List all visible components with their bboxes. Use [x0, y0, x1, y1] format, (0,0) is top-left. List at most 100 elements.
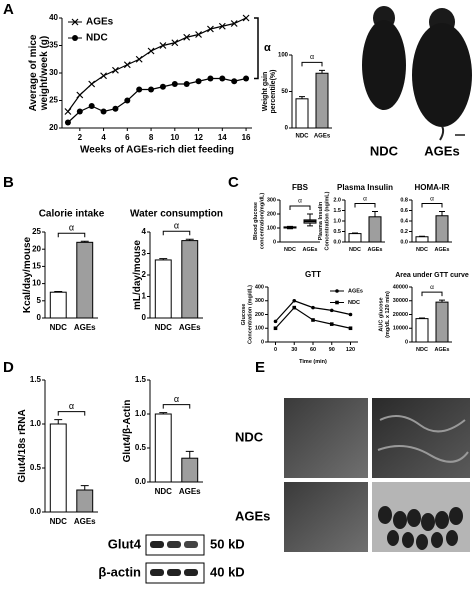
marker: [124, 97, 131, 104]
marker: [159, 83, 166, 90]
y-tick-label: 10000: [393, 326, 408, 332]
marker: [329, 322, 334, 326]
blot-size: 40 kD: [210, 564, 245, 579]
significance-bracket: [421, 291, 443, 297]
series-line: [67, 17, 247, 112]
micrograph-label: AGEs: [235, 508, 270, 523]
marker: [112, 66, 119, 74]
error-bar: [185, 238, 194, 241]
significance-bracket: [162, 230, 191, 236]
y-axis-label: percentile(%): [270, 70, 277, 114]
marker: [219, 75, 226, 82]
marker: [231, 78, 238, 85]
error-bar: [159, 258, 168, 260]
significance-label: α: [69, 401, 74, 411]
marker: [64, 108, 72, 115]
error-bar: [80, 240, 89, 243]
y-axis-label: Concentration (ng/mL): [325, 191, 331, 250]
chart-title: Water consumption: [130, 209, 223, 220]
y-tick-label: 2.0: [333, 197, 341, 203]
marker: [348, 326, 353, 331]
x-tick-label: 14: [218, 133, 227, 142]
bar: [76, 489, 94, 513]
significance-label: α: [298, 198, 302, 205]
x-tick-label: 6: [125, 133, 130, 142]
x-tick-label: NDC: [50, 517, 68, 526]
panel-label: E: [255, 359, 265, 376]
legend-label: AGEs: [86, 17, 114, 28]
x-tick-label: 90: [329, 347, 335, 353]
panel-label: D: [3, 359, 14, 376]
significance-bracket: [301, 61, 323, 67]
marker: [273, 319, 278, 324]
error-bar: [419, 235, 425, 237]
y-axis-label: mL/day/mouse: [132, 240, 143, 310]
x-tick-label: 12: [194, 133, 203, 142]
marker: [135, 55, 143, 63]
marker: [207, 25, 214, 33]
x-tick-label: 120: [346, 347, 355, 353]
y-tick-label: 30000: [393, 298, 408, 304]
marker: [273, 326, 278, 331]
y-axis-label: Kcal/day/mouse: [22, 236, 33, 313]
y-tick-label: 40000: [393, 284, 408, 290]
x-tick-label: AGEs: [435, 247, 450, 253]
chart-title: Plasma Insulin: [337, 183, 393, 192]
chart-title: GTT: [305, 270, 321, 279]
marker: [147, 47, 155, 55]
micrographs: [284, 398, 470, 552]
y-tick-label: 0: [261, 339, 264, 345]
significance-bracket: [254, 17, 259, 80]
y-axis-label: weight/week (g): [39, 36, 50, 111]
box-whisker: [307, 213, 313, 220]
y-axis-label: Concentration (mg/dL): [248, 285, 254, 344]
x-tick-label: AGEs: [74, 323, 96, 332]
x-tick-label: NDC: [416, 247, 428, 253]
significance-label: α: [363, 195, 367, 202]
marker: [64, 119, 71, 126]
error-bar: [372, 211, 378, 217]
x-tick-label: 0: [274, 347, 277, 353]
marker: [335, 289, 339, 293]
marker: [195, 31, 202, 38]
bar: [154, 259, 172, 319]
x-tick-label: NDC: [349, 247, 361, 253]
x-tick-label: NDC: [416, 347, 428, 353]
y-tick-label: 0.8: [400, 197, 408, 203]
x-tick-label: NDC: [155, 487, 173, 496]
y-tick-label: 35: [49, 41, 58, 50]
y-tick-label: 1.5: [30, 375, 42, 384]
x-tick-label: 16: [242, 133, 251, 142]
significance-label: α: [264, 42, 271, 54]
y-axis-label: Weight gain: [262, 72, 269, 112]
significance-bracket: [57, 411, 86, 416]
marker: [100, 108, 107, 115]
error-bar: [319, 69, 325, 74]
y-tick-label: 0.5: [333, 229, 341, 235]
x-axis-label: Time (min): [299, 359, 327, 365]
x-tick-label: NDC: [155, 323, 173, 332]
y-tick-label: 0.0: [333, 239, 341, 245]
x-tick-label: 2: [78, 133, 83, 142]
y-tick-label: 300: [255, 298, 264, 304]
marker: [183, 33, 191, 41]
bar: [315, 72, 329, 129]
y-tick-label: 100: [255, 326, 264, 332]
significance-label: α: [430, 195, 434, 202]
y-tick-label: 15: [32, 262, 41, 271]
blot-size: 50 kD: [210, 536, 245, 551]
error-bar: [439, 299, 445, 303]
y-tick-label: 0.5: [135, 443, 147, 452]
series-line: [67, 77, 247, 123]
y-axis-label: Plasma Insulin: [318, 201, 324, 240]
significance-bracket: [354, 203, 376, 208]
y-axis-label: AUC glucose: [378, 297, 384, 331]
y-tick-label: 200: [267, 211, 276, 217]
x-tick-label: AGEs: [435, 347, 450, 353]
chart-title: HOMA-IR: [414, 183, 449, 192]
bar: [348, 233, 362, 243]
marker: [76, 108, 83, 115]
marker: [242, 14, 250, 22]
y-tick-label: 400: [255, 284, 264, 290]
